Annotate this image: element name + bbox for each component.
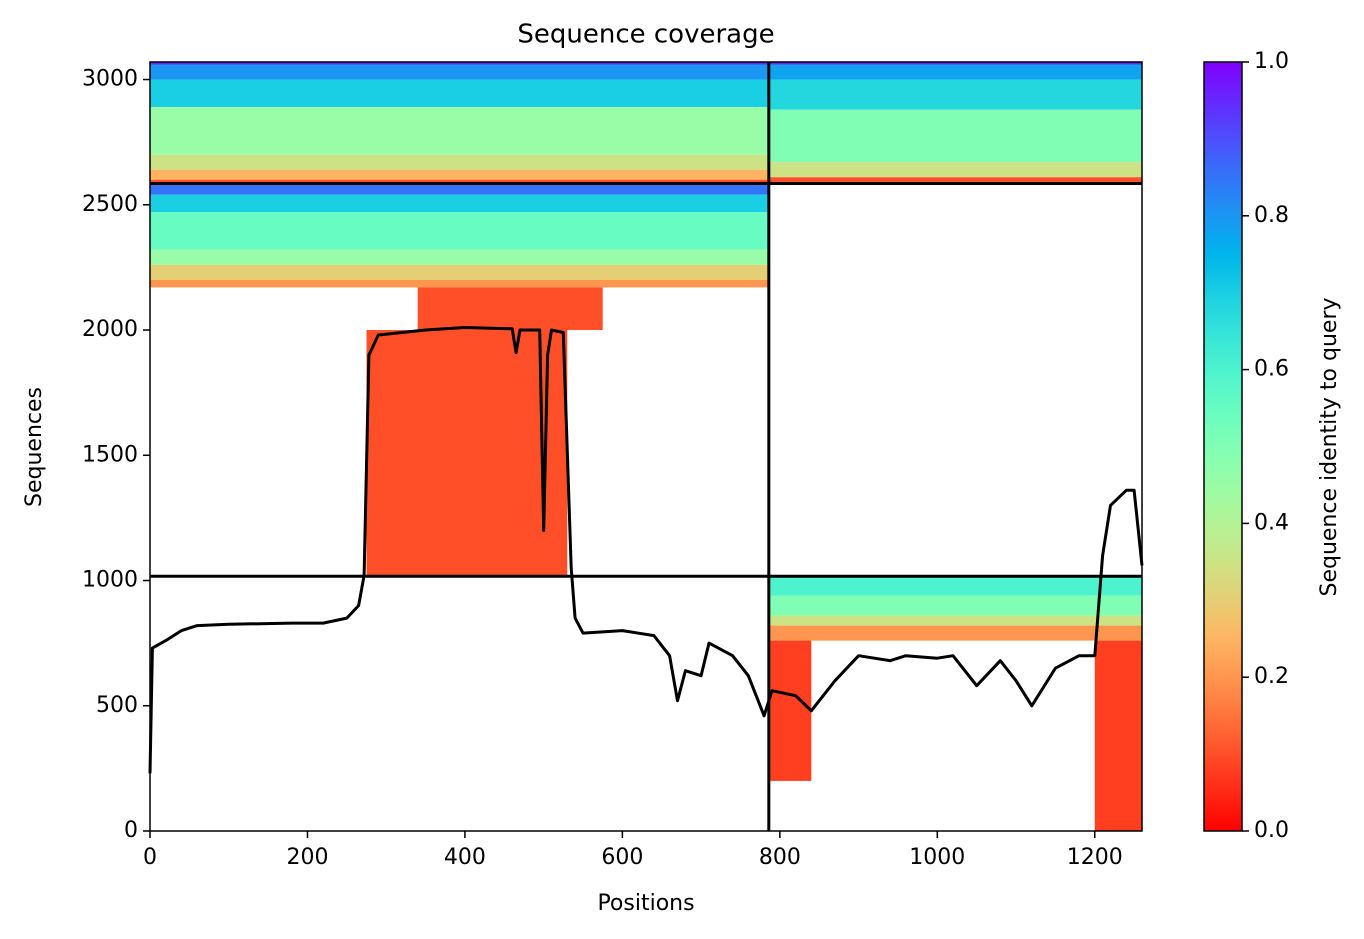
colorbar-tick-label: 0.6 — [1254, 357, 1289, 382]
coverage-band — [768, 64, 1142, 80]
y-tick-label: 0 — [124, 818, 138, 843]
y-axis-label: Sequences — [22, 387, 47, 507]
coverage-band — [768, 615, 1142, 626]
coverage-band — [417, 287, 603, 331]
x-tick-label: 800 — [759, 845, 801, 870]
y-tick-label: 1500 — [82, 442, 138, 467]
colorbar-tick-label: 0.4 — [1254, 510, 1289, 535]
coverage-band — [150, 64, 769, 80]
x-tick-label: 400 — [444, 845, 486, 870]
colorbar — [1203, 61, 1243, 832]
plot-frame — [149, 61, 1143, 832]
coverage-band — [1094, 640, 1142, 831]
coverage-band — [366, 330, 568, 577]
colorbar-label: Sequence identity to query — [1317, 297, 1342, 596]
coverage-line — [148, 326, 1144, 774]
colorbar-tick-label: 0.0 — [1254, 818, 1289, 843]
y-tick-label: 2000 — [82, 317, 138, 342]
coverage-band — [150, 107, 769, 155]
x-tick-label: 1200 — [1067, 845, 1123, 870]
coverage-band — [768, 625, 1142, 641]
coverage-band — [150, 169, 769, 180]
coverage-band — [768, 595, 1142, 616]
coverage-band — [150, 183, 769, 195]
coverage-band — [768, 79, 1142, 110]
coverage-band — [150, 279, 769, 288]
coverage-band — [150, 212, 769, 250]
x-tick-label: 1000 — [909, 845, 965, 870]
x-axis-label: Positions — [597, 891, 694, 916]
x-tick-label: 600 — [601, 845, 643, 870]
y-tick-label: 3000 — [82, 67, 138, 92]
chart-title: Sequence coverage — [517, 20, 774, 50]
y-tick-label: 1000 — [82, 568, 138, 593]
colorbar-tick-label: 0.2 — [1254, 664, 1289, 689]
coverage-band — [768, 576, 1142, 596]
x-tick-label: 0 — [143, 845, 157, 870]
coverage-band — [150, 194, 769, 213]
coverage-band — [768, 62, 1142, 65]
y-tick-label: 2500 — [82, 192, 138, 217]
coverage-band — [768, 109, 1142, 163]
colorbar-tick-label: 1.0 — [1254, 49, 1289, 74]
coverage-band — [150, 79, 769, 108]
coverage-band — [150, 154, 769, 170]
coverage-band — [150, 62, 769, 65]
y-tick-label: 500 — [96, 693, 138, 718]
colorbar-tick-label: 0.8 — [1254, 203, 1289, 228]
coverage-band — [150, 179, 769, 184]
coverage-band — [768, 640, 812, 781]
coverage-band — [150, 264, 769, 280]
coverage-band — [768, 162, 1142, 178]
coverage-band — [150, 249, 769, 265]
coverage-band — [768, 177, 1142, 184]
x-tick-label: 200 — [286, 845, 328, 870]
